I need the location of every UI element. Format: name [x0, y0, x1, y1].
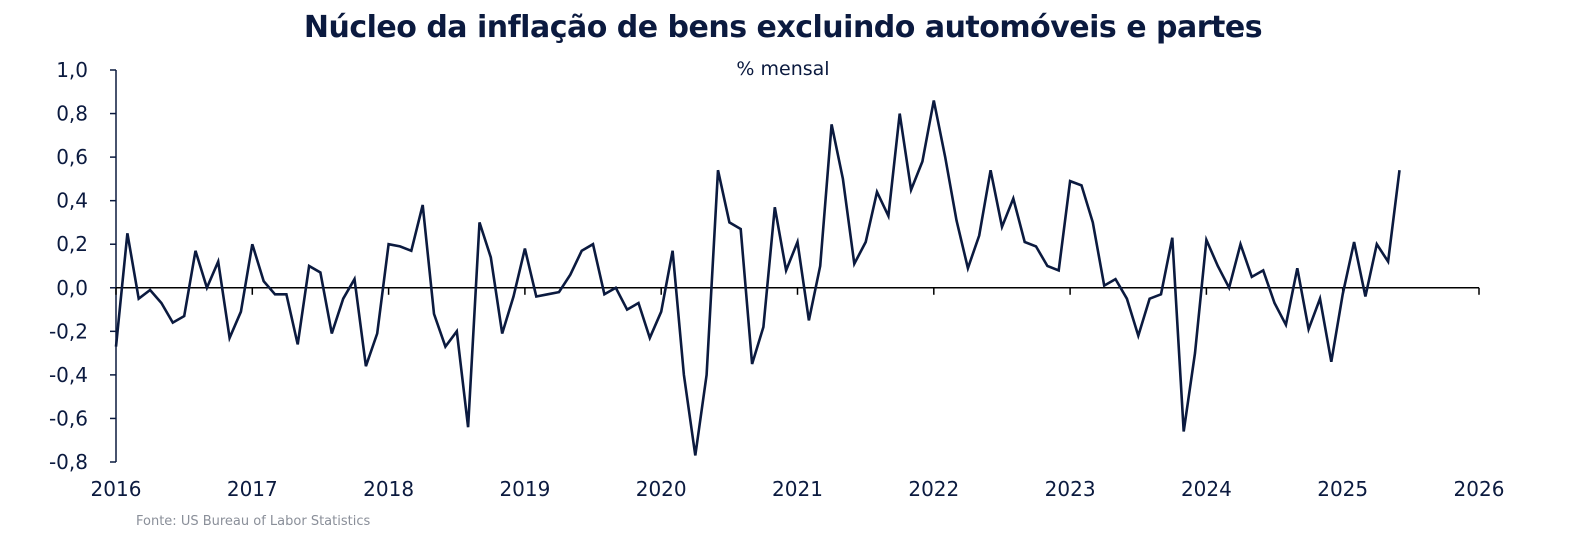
y-tick-label: 1,0 — [56, 58, 88, 82]
y-tick-label: 0,0 — [56, 276, 88, 300]
y-tick-label: 0,6 — [56, 145, 88, 169]
x-tick-label: 2019 — [499, 477, 550, 501]
source-note: Fonte: US Bureau of Labor Statistics — [136, 514, 371, 529]
y-tick-label: -0,4 — [49, 363, 88, 387]
y-axis: 1,0 0,8 0,6 0,4 0,2 0,0 -0,2 -0,4 -0,6 -0,8 — [49, 58, 117, 474]
x-tick-label: 2017 — [227, 477, 278, 501]
x-tick-label: 2020 — [636, 477, 687, 501]
series-layer — [114, 100, 1401, 456]
x-tick-label: 2024 — [1181, 477, 1232, 501]
y-tick-label: 0,8 — [56, 102, 88, 126]
x-tick-label: 2016 — [91, 477, 142, 501]
x-tick-label: 2025 — [1317, 477, 1368, 501]
x-tick-label: 2021 — [772, 477, 823, 501]
y-tick-label: 0,4 — [56, 189, 88, 213]
x-tick-label: 2023 — [1045, 477, 1096, 501]
y-tick-label: -0,2 — [49, 319, 88, 343]
y-tick-label: -0,8 — [49, 450, 88, 474]
x-axis: 2016 2017 2018 2019 2020 2021 2022 2023 2024 2025… — [91, 287, 1505, 501]
y-tick-label: 0,2 — [56, 232, 88, 256]
chart-subtitle: % mensal — [736, 58, 830, 80]
x-tick-label: 2018 — [363, 477, 414, 501]
y-tick-label: -0,6 — [49, 406, 88, 430]
x-tick-label: 2022 — [908, 477, 959, 501]
x-tick-label: 2026 — [1454, 477, 1505, 501]
series-line — [114, 100, 1401, 456]
chart-title: Núcleo da inflação de bens excluindo aut… — [303, 10, 1263, 45]
